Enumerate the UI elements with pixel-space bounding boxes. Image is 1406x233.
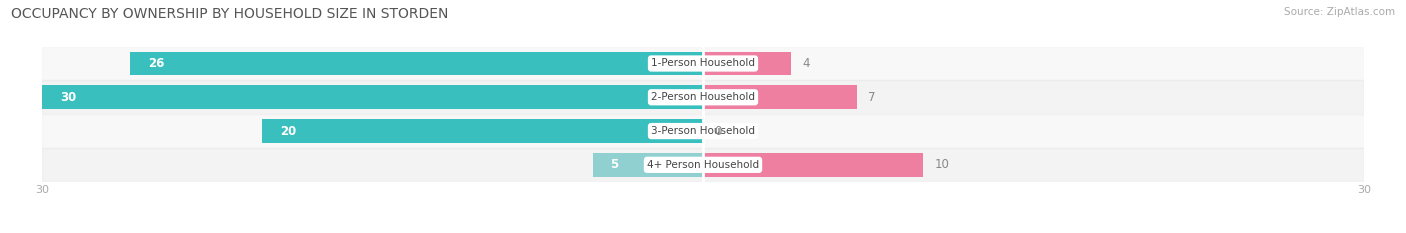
Text: Source: ZipAtlas.com: Source: ZipAtlas.com [1284, 7, 1395, 17]
Text: 4: 4 [801, 57, 810, 70]
Text: 30: 30 [60, 91, 76, 104]
Bar [703, 86, 858, 109]
Bar [42, 148, 1364, 182]
Bar [42, 86, 703, 109]
Bar [703, 52, 792, 75]
Bar [42, 114, 1364, 148]
Text: 26: 26 [148, 57, 165, 70]
Text: 4+ Person Household: 4+ Person Household [647, 160, 759, 170]
Bar [131, 52, 703, 75]
Bar [42, 47, 1364, 80]
Bar [263, 119, 703, 143]
Text: 20: 20 [280, 125, 297, 137]
Text: 1-Person Household: 1-Person Household [651, 58, 755, 69]
Text: 0: 0 [714, 125, 721, 137]
Text: 7: 7 [868, 91, 876, 104]
Text: 3-Person Household: 3-Person Household [651, 126, 755, 136]
Bar [42, 80, 1364, 114]
Text: 10: 10 [934, 158, 949, 171]
Text: 2-Person Household: 2-Person Household [651, 92, 755, 102]
Text: OCCUPANCY BY OWNERSHIP BY HOUSEHOLD SIZE IN STORDEN: OCCUPANCY BY OWNERSHIP BY HOUSEHOLD SIZE… [11, 7, 449, 21]
Bar [593, 153, 703, 177]
Bar [703, 153, 924, 177]
Text: 5: 5 [610, 158, 619, 171]
